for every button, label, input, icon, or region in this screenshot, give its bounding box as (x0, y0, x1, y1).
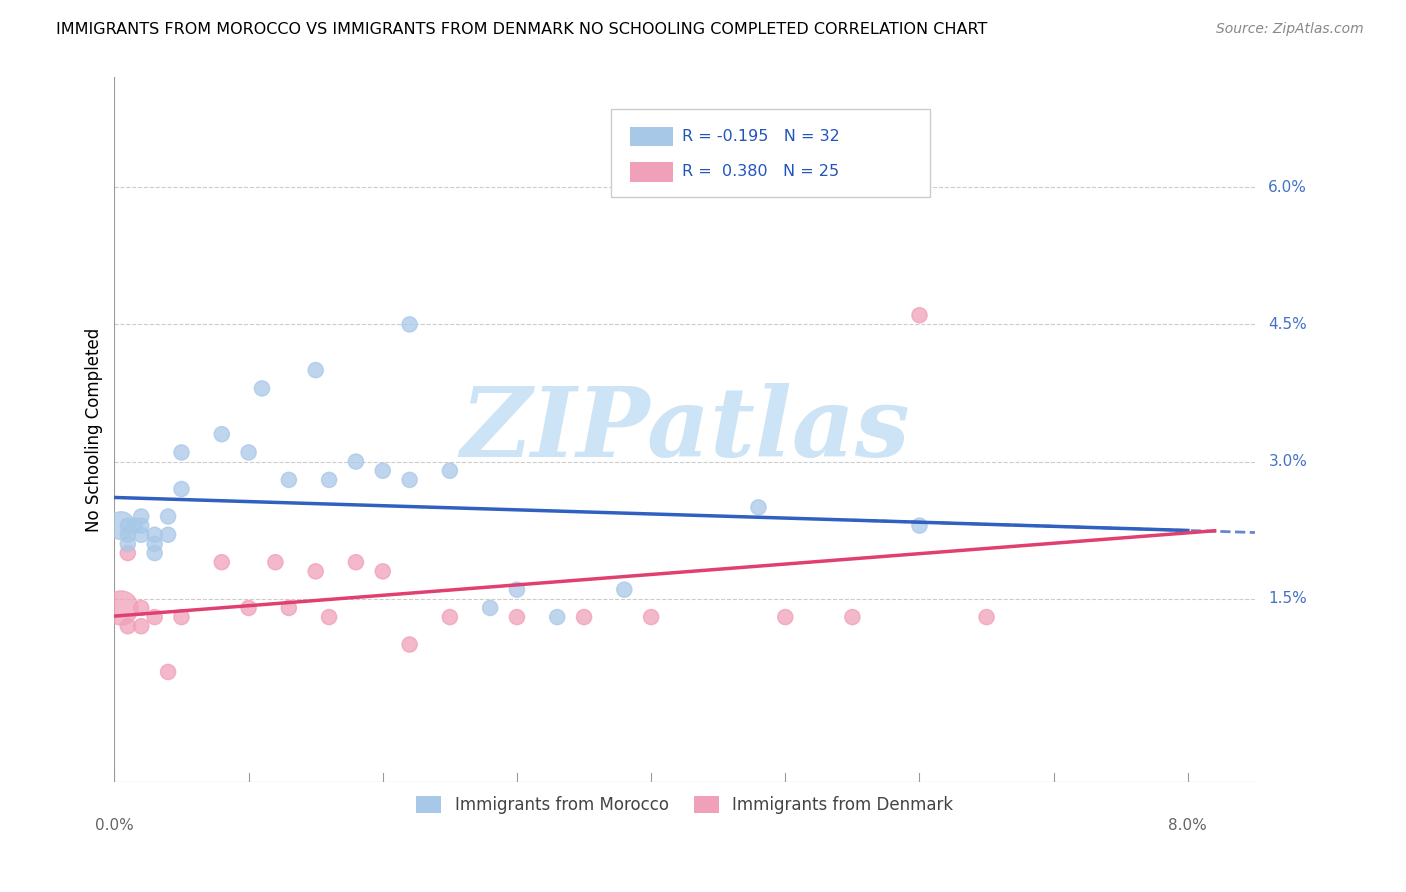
Point (117, 546, 139, 560)
Point (157, 509, 180, 524)
Point (250, 381, 273, 395)
Text: 3.0%: 3.0% (1268, 454, 1308, 469)
Point (908, 308, 931, 322)
Point (344, 555, 367, 569)
Point (841, 610, 863, 624)
Point (117, 619, 139, 633)
Point (398, 473, 420, 487)
Text: 0.0%: 0.0% (96, 818, 134, 833)
Point (398, 638, 420, 652)
Bar (630, 127, 673, 146)
Point (110, 518, 132, 533)
Point (976, 610, 998, 624)
Point (143, 537, 166, 551)
Bar (630, 162, 673, 182)
Point (264, 555, 287, 569)
Point (129, 619, 152, 633)
Point (157, 528, 180, 542)
Point (211, 555, 233, 569)
Text: 6.0%: 6.0% (1268, 179, 1308, 194)
Point (157, 665, 180, 679)
Point (439, 610, 461, 624)
Point (170, 482, 193, 496)
Point (211, 427, 233, 442)
Point (908, 518, 931, 533)
Text: R =  0.380   N = 25: R = 0.380 N = 25 (682, 164, 839, 179)
Point (143, 610, 166, 624)
Point (747, 500, 769, 515)
Point (344, 454, 367, 468)
Point (506, 582, 529, 597)
Text: ZIPatlas: ZIPatlas (460, 383, 910, 476)
Point (238, 445, 260, 459)
Point (238, 601, 260, 615)
Point (170, 445, 193, 459)
Point (117, 518, 139, 533)
Point (129, 601, 152, 615)
Point (117, 537, 139, 551)
Point (110, 601, 132, 615)
Point (305, 363, 328, 377)
Point (439, 464, 461, 478)
Point (613, 582, 636, 597)
Point (371, 565, 394, 579)
Point (572, 610, 595, 624)
Point (129, 509, 152, 524)
Text: 1.5%: 1.5% (1268, 591, 1308, 607)
Point (117, 528, 139, 542)
Point (305, 565, 328, 579)
Text: Source: ZipAtlas.com: Source: ZipAtlas.com (1216, 22, 1364, 37)
Point (277, 473, 299, 487)
Text: R = -0.195   N = 32: R = -0.195 N = 32 (682, 129, 841, 145)
Point (318, 610, 340, 624)
Point (398, 318, 420, 332)
Point (371, 464, 394, 478)
Point (143, 546, 166, 560)
Point (124, 518, 146, 533)
Point (170, 610, 193, 624)
Point (640, 610, 662, 624)
Point (775, 610, 797, 624)
Point (143, 528, 166, 542)
Point (129, 528, 152, 542)
FancyBboxPatch shape (610, 109, 929, 197)
Text: 8.0%: 8.0% (1168, 818, 1208, 833)
Legend: Immigrants from Morocco, Immigrants from Denmark: Immigrants from Morocco, Immigrants from… (408, 788, 962, 822)
Text: 4.5%: 4.5% (1268, 317, 1308, 332)
Point (277, 601, 299, 615)
Point (506, 610, 529, 624)
Point (546, 610, 568, 624)
Y-axis label: No Schooling Completed: No Schooling Completed (86, 327, 103, 532)
Point (479, 601, 502, 615)
Text: IMMIGRANTS FROM MOROCCO VS IMMIGRANTS FROM DENMARK NO SCHOOLING COMPLETED CORREL: IMMIGRANTS FROM MOROCCO VS IMMIGRANTS FR… (56, 22, 987, 37)
Point (318, 473, 340, 487)
Point (129, 518, 152, 533)
